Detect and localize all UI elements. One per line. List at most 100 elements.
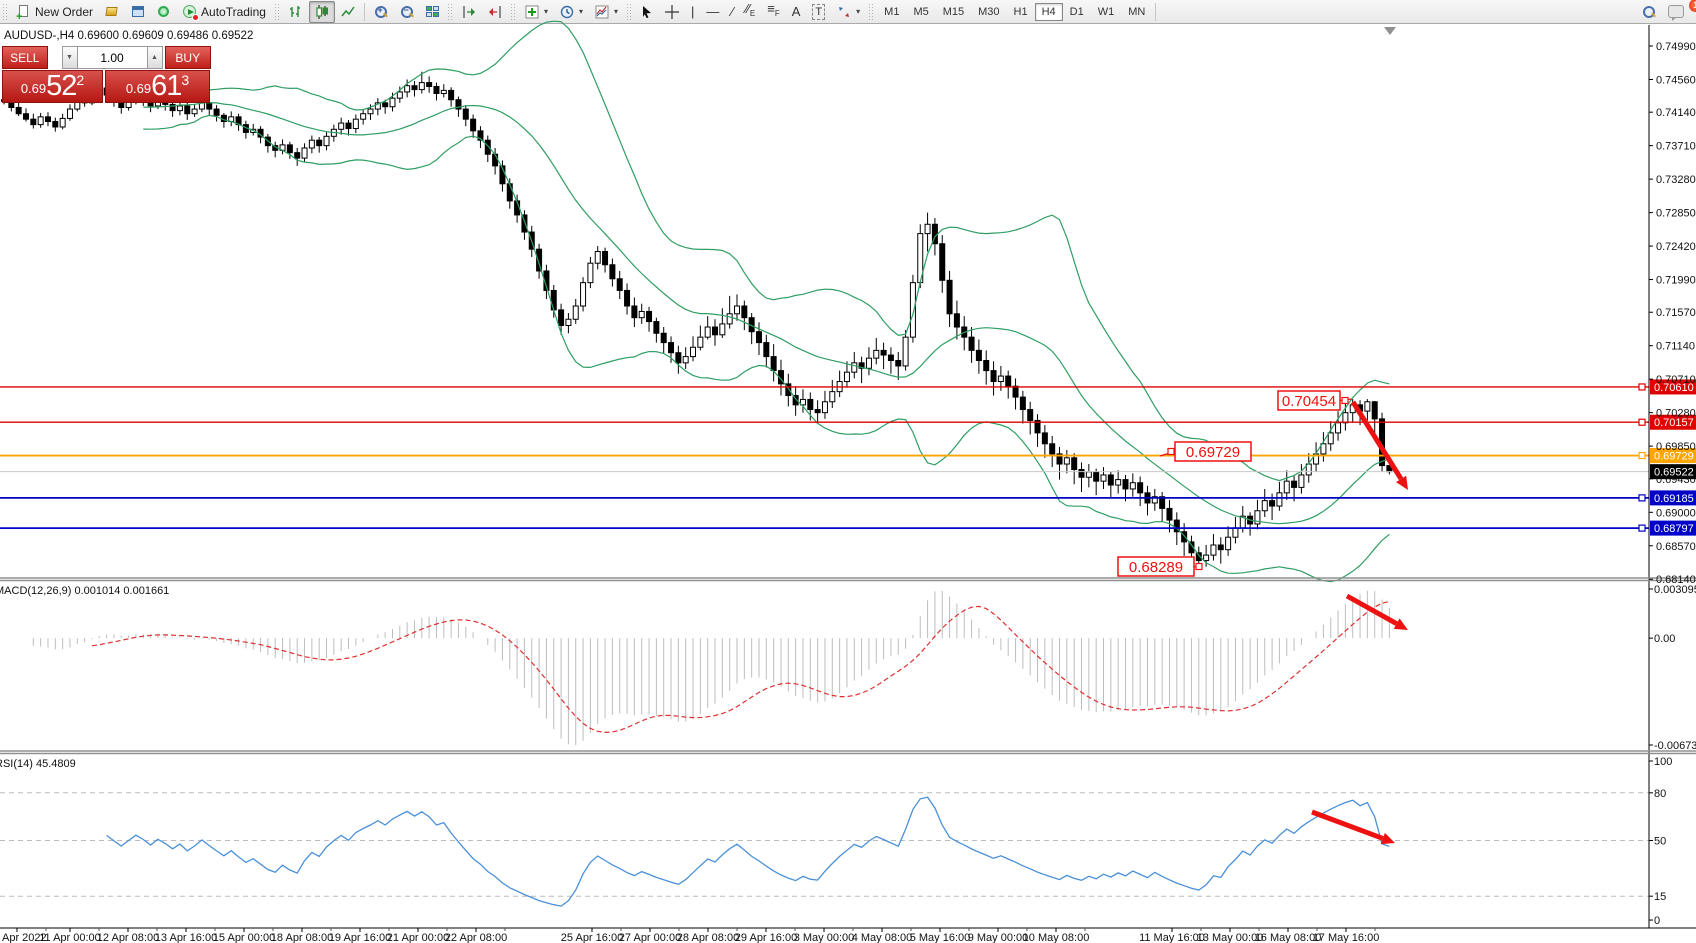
rsi-label: RSI(14) 45.4809: [0, 758, 76, 770]
tab-d1[interactable]: D1: [1069, 5, 1084, 18]
bar-chart-button[interactable]: [283, 1, 309, 23]
templates-button[interactable]: ▾: [589, 1, 624, 23]
tab-h4[interactable]: H4: [1034, 2, 1063, 21]
buy-price[interactable]: 0.69 61 3: [105, 70, 210, 103]
svg-text:15: 15: [1654, 891, 1666, 903]
fibonacci-icon: ≡F: [767, 1, 780, 19]
community-button[interactable]: [151, 1, 177, 23]
notifications-button[interactable]: 1: [1662, 0, 1696, 23]
sell-button[interactable]: SELL: [2, 46, 48, 69]
buy-button[interactable]: BUY: [164, 46, 211, 69]
channel-tool-button[interactable]: ∕∕E: [740, 1, 762, 23]
candle: [1232, 516, 1239, 544]
candle: [1049, 436, 1056, 468]
volume-value[interactable]: 1.00: [77, 46, 147, 69]
tile-windows-button[interactable]: [420, 1, 445, 23]
candle: [653, 317, 660, 343]
toolbar-grip[interactable]: [626, 2, 633, 21]
svg-text:50: 50: [1654, 836, 1666, 848]
volume-down-button[interactable]: ▼: [61, 46, 78, 69]
candle: [294, 147, 301, 166]
zoom-in-button[interactable]: +: [368, 1, 394, 23]
candle: [1129, 473, 1136, 497]
candle: [396, 86, 403, 103]
svg-text:18 Apr 08:00: 18 Apr 08:00: [271, 932, 333, 943]
candle: [1151, 488, 1158, 511]
candle: [316, 137, 323, 153]
svg-text:0.69850: 0.69850: [1656, 441, 1696, 453]
metaeditor-button[interactable]: [125, 1, 151, 23]
fibonacci-tool-button[interactable]: ≡F: [761, 1, 785, 23]
toolbar-grip[interactable]: [273, 2, 281, 21]
vertical-line-tool-button[interactable]: |: [685, 1, 700, 23]
candle: [477, 126, 484, 148]
trendline-tool-button[interactable]: ∕: [725, 1, 739, 23]
candle: [843, 361, 850, 388]
periods-button[interactable]: ▾: [554, 1, 589, 23]
auto-scroll-button[interactable]: [456, 1, 482, 23]
candle: [1313, 442, 1320, 472]
line-chart-button[interactable]: [335, 1, 361, 23]
arrows-tool-button[interactable]: ▾: [831, 1, 866, 23]
candle: [1276, 481, 1283, 511]
autotrading-icon: [183, 4, 200, 21]
indicators-button[interactable]: ▾: [519, 1, 554, 23]
toolbar-grip[interactable]: [446, 2, 454, 21]
chart-shift-button[interactable]: [482, 1, 508, 23]
svg-text:12 Apr 08:00: 12 Apr 08:00: [97, 932, 159, 943]
cursor-tool-button[interactable]: [635, 1, 659, 23]
candle: [301, 143, 308, 162]
tab-m30[interactable]: M30: [978, 5, 1000, 18]
svg-text:0.69729: 0.69729: [1186, 444, 1240, 461]
svg-text:4 May 08:00: 4 May 08:00: [852, 932, 913, 943]
svg-text:25 Apr 16:00: 25 Apr 16:00: [561, 932, 623, 943]
svg-text:27 Apr 00:00: 27 Apr 00:00: [619, 932, 681, 943]
sell-price[interactable]: 0.69 52 2: [2, 70, 103, 103]
label-tool-button[interactable]: T: [806, 1, 831, 23]
svg-text:0.69000: 0.69000: [1656, 507, 1696, 519]
candle: [1217, 537, 1224, 564]
volume-up-button[interactable]: ▲: [146, 46, 163, 69]
candle: [807, 392, 814, 421]
arrows-icon: [839, 6, 850, 17]
chart-shift-icon: [488, 5, 501, 18]
candle: [939, 235, 946, 293]
candle: [448, 87, 455, 107]
svg-text:0.74560: 0.74560: [1656, 74, 1696, 86]
candle: [1063, 450, 1070, 474]
crosshair-tool-button[interactable]: [659, 1, 685, 23]
clock-icon: [560, 5, 574, 18]
candle: [323, 131, 330, 151]
candle: [184, 102, 191, 120]
tab-mn[interactable]: MN: [1128, 5, 1146, 18]
candle: [1005, 370, 1012, 399]
toolbar-grip[interactable]: [868, 2, 876, 21]
new-order-button[interactable]: + New Order: [11, 1, 99, 23]
signal-orb-icon: [157, 5, 171, 19]
candle: [1210, 534, 1217, 561]
text-tool-button[interactable]: A: [786, 1, 807, 23]
candle: [821, 390, 828, 419]
horizontal-line-tool-button[interactable]: —: [700, 1, 725, 23]
candle: [587, 256, 594, 289]
candlestick-chart-button[interactable]: [308, 0, 335, 23]
tab-m1[interactable]: M1: [884, 5, 900, 18]
candle: [264, 133, 271, 153]
toolbar-grip[interactable]: [2, 2, 9, 21]
tab-m15[interactable]: M15: [942, 5, 965, 18]
tab-h1[interactable]: H1: [1013, 5, 1028, 18]
toolbar-grip[interactable]: [509, 2, 517, 21]
candle: [411, 81, 418, 97]
zoom-out-button[interactable]: −: [394, 1, 420, 23]
search-button[interactable]: [1636, 1, 1662, 23]
candle: [1320, 432, 1327, 462]
candle: [1364, 399, 1371, 421]
autotrading-button[interactable]: AutoTrading: [177, 1, 272, 23]
tab-w1[interactable]: W1: [1097, 5, 1115, 18]
tab-m5[interactable]: M5: [913, 5, 929, 18]
candle: [1056, 446, 1063, 480]
buy-price-pipette: 3: [181, 72, 190, 88]
candle: [741, 300, 748, 331]
buy-price-big: 61: [151, 70, 182, 102]
